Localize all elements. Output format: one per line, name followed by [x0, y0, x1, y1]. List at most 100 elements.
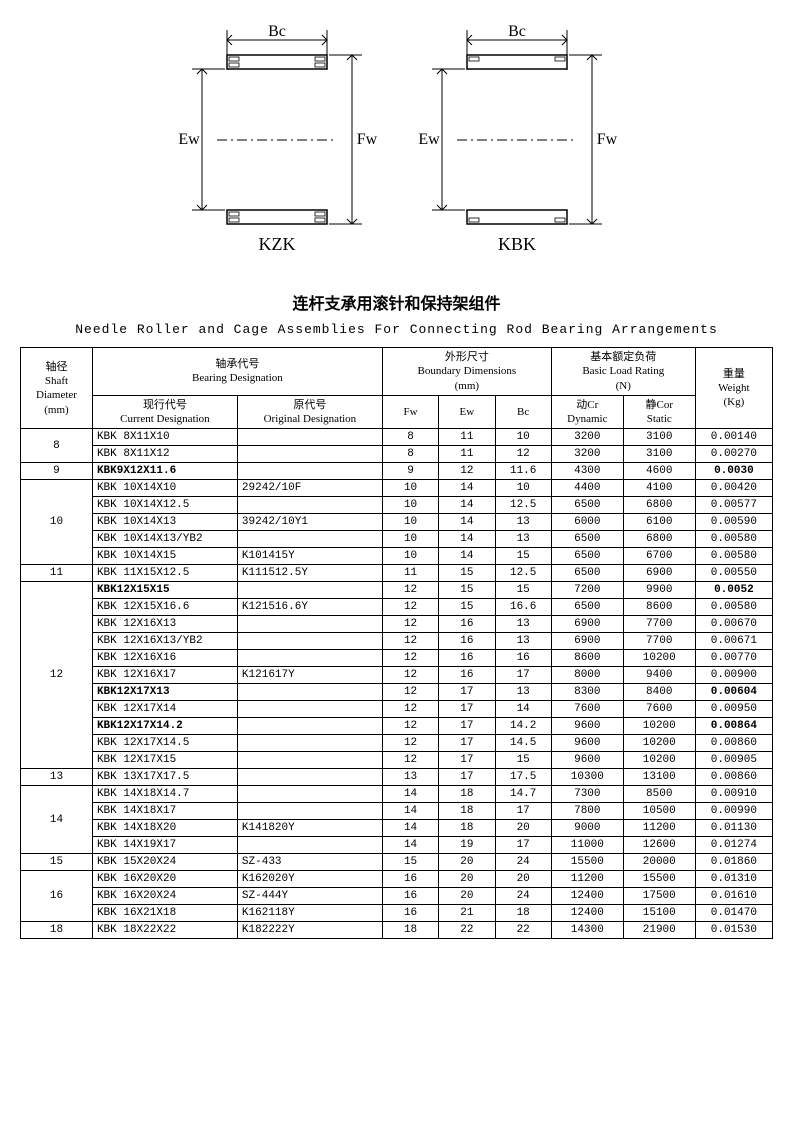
table-row: KBK 12X15X16.6K121516.6Y121516.665008600…	[21, 599, 773, 616]
cell-bc: 20	[495, 820, 551, 837]
table-row: KBK 8X11X1281112320031000.00270	[21, 446, 773, 463]
cell-fw: 14	[382, 803, 438, 820]
cell-original	[237, 786, 382, 803]
table-row: 12KBK12X15X15121515720099000.0052	[21, 582, 773, 599]
kzk-label: KZK	[258, 234, 295, 254]
cell-original	[237, 837, 382, 854]
diagram-container: Bc Ew Fw KZK Bc	[20, 20, 773, 270]
cell-dyn: 6900	[551, 616, 623, 633]
cell-stat: 6700	[623, 548, 695, 565]
cell-original	[237, 633, 382, 650]
cell-weight: 0.00670	[695, 616, 772, 633]
cell-dyn: 7800	[551, 803, 623, 820]
cell-original: K182222Y	[237, 922, 382, 939]
cell-stat: 10200	[623, 735, 695, 752]
cell-ew: 20	[439, 854, 495, 871]
cell-original	[237, 446, 382, 463]
cell-ew: 18	[439, 786, 495, 803]
cell-dyn: 6900	[551, 633, 623, 650]
cell-ew: 12	[439, 463, 495, 480]
table-row: KBK 14X18X171418177800105000.00990	[21, 803, 773, 820]
table-row: 10KBK 10X14X1029242/10F101410440041000.0…	[21, 480, 773, 497]
cell-ew: 18	[439, 803, 495, 820]
cell-stat: 3100	[623, 446, 695, 463]
ew-label: Ew	[178, 131, 200, 148]
cell-current: KBK 10X14X10	[92, 480, 237, 497]
cell-fw: 14	[382, 786, 438, 803]
table-row: KBK 12X16X161216168600102000.00770	[21, 650, 773, 667]
cell-bc: 13	[495, 531, 551, 548]
cell-bc: 15	[495, 548, 551, 565]
cell-fw: 8	[382, 446, 438, 463]
cell-current: KBK 12X17X15	[92, 752, 237, 769]
table-row: KBK 12X17X14121714760076000.00950	[21, 701, 773, 718]
cell-ew: 17	[439, 769, 495, 786]
cell-shaft: 9	[21, 463, 93, 480]
cell-bc: 11.6	[495, 463, 551, 480]
cell-ew: 17	[439, 735, 495, 752]
cell-original	[237, 582, 382, 599]
cell-bc: 14.2	[495, 718, 551, 735]
cell-stat: 6800	[623, 497, 695, 514]
cell-weight: 0.0030	[695, 463, 772, 480]
cell-original: K121516.6Y	[237, 599, 382, 616]
cell-fw: 12	[382, 701, 438, 718]
col-original: 原代号Original Designation	[237, 395, 382, 429]
cell-ew: 14	[439, 548, 495, 565]
cell-original	[237, 531, 382, 548]
cell-ew: 18	[439, 820, 495, 837]
cell-stat: 11200	[623, 820, 695, 837]
cell-ew: 17	[439, 718, 495, 735]
cell-current: KBK 10X14X13/YB2	[92, 531, 237, 548]
cell-original	[237, 735, 382, 752]
cell-original	[237, 803, 382, 820]
cell-original: K162118Y	[237, 905, 382, 922]
cell-current: KBK 16X20X20	[92, 871, 237, 888]
cell-dyn: 6500	[551, 531, 623, 548]
cell-ew: 22	[439, 922, 495, 939]
cell-original: 39242/10Y1	[237, 514, 382, 531]
cell-original: 29242/10F	[237, 480, 382, 497]
cell-current: KBK12X17X13	[92, 684, 237, 701]
cell-dyn: 9000	[551, 820, 623, 837]
cell-stat: 9900	[623, 582, 695, 599]
cell-fw: 12	[382, 616, 438, 633]
cell-ew: 15	[439, 565, 495, 582]
col-dyn: 动CrDynamic	[551, 395, 623, 429]
cell-fw: 10	[382, 497, 438, 514]
cell-original	[237, 769, 382, 786]
cell-weight: 0.01310	[695, 871, 772, 888]
cell-stat: 13100	[623, 769, 695, 786]
cell-weight: 0.00864	[695, 718, 772, 735]
cell-fw: 13	[382, 769, 438, 786]
cell-bc: 24	[495, 888, 551, 905]
cell-fw: 12	[382, 752, 438, 769]
cell-weight: 0.00420	[695, 480, 772, 497]
cell-bc: 14.7	[495, 786, 551, 803]
cell-original: K121617Y	[237, 667, 382, 684]
cell-current: KBK 15X20X24	[92, 854, 237, 871]
cell-current: KBK12X15X15	[92, 582, 237, 599]
cell-fw: 12	[382, 684, 438, 701]
cell-fw: 10	[382, 548, 438, 565]
table-row: KBK 12X16X17K121617Y121617800094000.0090…	[21, 667, 773, 684]
cell-weight: 0.00580	[695, 599, 772, 616]
table-row: KBK 10X14X1339242/10Y1101413600061000.00…	[21, 514, 773, 531]
cell-weight: 0.01274	[695, 837, 772, 854]
table-row: 18KBK 18X22X22K182222Y18222214300219000.…	[21, 922, 773, 939]
table-row: KBK 12X16X13121613690077000.00670	[21, 616, 773, 633]
kbk-label: KBK	[497, 234, 535, 254]
cell-current: KBK9X12X11.6	[92, 463, 237, 480]
cell-stat: 7600	[623, 701, 695, 718]
table-row: KBK 14X19X1714191711000126000.01274	[21, 837, 773, 854]
cell-current: KBK 14X18X14.7	[92, 786, 237, 803]
cell-bc: 17	[495, 837, 551, 854]
table-row: KBK 10X14X13/YB2101413650068000.00580	[21, 531, 773, 548]
cell-fw: 10	[382, 531, 438, 548]
cell-stat: 12600	[623, 837, 695, 854]
table-row: KBK12X17X14.2121714.29600102000.00864	[21, 718, 773, 735]
cell-stat: 17500	[623, 888, 695, 905]
cell-weight: 0.00604	[695, 684, 772, 701]
cell-dyn: 10300	[551, 769, 623, 786]
cell-fw: 12	[382, 650, 438, 667]
